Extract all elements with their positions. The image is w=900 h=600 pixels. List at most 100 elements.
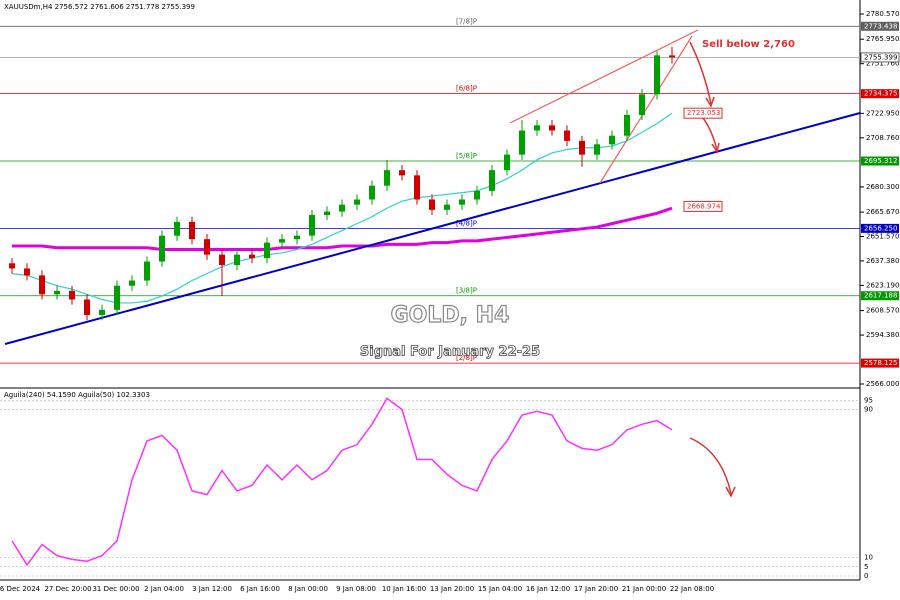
level-value: 2617.188 bbox=[864, 292, 897, 300]
level-name: [6/8]P bbox=[456, 85, 477, 93]
y-tick-label: 2708.760 bbox=[866, 134, 899, 142]
candle-body bbox=[249, 254, 255, 259]
y-tick-label: 2623.190 bbox=[866, 281, 899, 289]
x-tick-label: 21 Jan 00:00 bbox=[622, 585, 666, 593]
x-tick-label: 22 Jan 08:00 bbox=[670, 585, 714, 593]
level-box bbox=[861, 21, 899, 31]
candle-body bbox=[579, 140, 585, 155]
y-tick-label: 2637.380 bbox=[866, 257, 899, 265]
ma-fast bbox=[11, 112, 673, 304]
wedge-lower bbox=[599, 35, 693, 184]
candle-body bbox=[549, 125, 555, 131]
candle-body bbox=[144, 261, 150, 281]
y-tick-label: 2722.950 bbox=[866, 109, 899, 117]
indicator-tick-label: 90 bbox=[864, 406, 873, 414]
indicator-tick-label: 5 bbox=[864, 563, 868, 571]
candle-body bbox=[399, 170, 405, 176]
level-value: 2734.375 bbox=[864, 90, 897, 98]
y-tick-label: 2608.570 bbox=[866, 307, 899, 315]
arrow bbox=[689, 437, 732, 495]
x-tick-label: 27 Dec 20:00 bbox=[44, 585, 91, 593]
candle-body bbox=[189, 221, 195, 240]
candle-body bbox=[609, 135, 615, 145]
arrow-head bbox=[725, 486, 736, 498]
annotation: Sell below 2,760 bbox=[702, 39, 795, 50]
indicator-line bbox=[11, 397, 673, 567]
wedge-upper bbox=[509, 29, 699, 124]
candle-body bbox=[504, 154, 510, 171]
level-box bbox=[861, 291, 899, 301]
candle-body bbox=[369, 185, 375, 200]
candle-body bbox=[474, 190, 480, 200]
ma-slow bbox=[12, 206, 673, 251]
candle-body bbox=[669, 55, 675, 58]
x-tick-label: 8 Jan 00:00 bbox=[288, 585, 328, 593]
x-tick-label: 13 Jan 20:00 bbox=[430, 585, 474, 593]
candle-body bbox=[519, 130, 525, 155]
candle-body bbox=[384, 170, 390, 186]
y-tick-label: 2594.380 bbox=[866, 331, 899, 339]
candle-body bbox=[174, 221, 180, 236]
arrow-head bbox=[705, 96, 715, 108]
candle-body bbox=[39, 275, 45, 295]
arrow-head bbox=[711, 142, 720, 154]
candle-body bbox=[564, 130, 570, 141]
x-tick-label: 16 Jan 12:00 bbox=[526, 585, 570, 593]
candle-body bbox=[459, 199, 465, 205]
y-tick-label: 2665.670 bbox=[866, 208, 899, 216]
ma-slow-box bbox=[683, 200, 723, 212]
indicator-tick-label: 10 bbox=[864, 554, 873, 562]
candle-body bbox=[444, 204, 450, 210]
candle-body bbox=[114, 285, 120, 310]
level-value: 2656.250 bbox=[864, 224, 897, 232]
x-tick-label: 17 Jan 20:00 bbox=[574, 585, 618, 593]
level-name: [7/8]P bbox=[456, 17, 477, 25]
level-box bbox=[861, 223, 899, 233]
ma-fast-box bbox=[683, 107, 723, 119]
candle-body bbox=[534, 125, 540, 131]
indicator-tick-label: 95 bbox=[864, 396, 873, 404]
candle-body bbox=[159, 235, 165, 262]
candle-body bbox=[234, 254, 240, 266]
indicator-tick-label: 0 bbox=[864, 572, 868, 580]
level-value: 2695.312 bbox=[864, 157, 897, 165]
candle-body bbox=[69, 290, 75, 300]
y-tick-label: 2765.950 bbox=[866, 35, 899, 43]
candle-body bbox=[324, 211, 330, 216]
candle-body bbox=[624, 114, 630, 136]
candle-body bbox=[84, 299, 90, 316]
y-tick-label: 2751.760 bbox=[866, 60, 899, 68]
level-name: [5/8]P bbox=[456, 152, 477, 160]
candle-body bbox=[219, 254, 225, 266]
candle-body bbox=[24, 268, 30, 276]
level-box bbox=[861, 358, 899, 368]
y-tick-label: 2566.000 bbox=[866, 380, 899, 388]
candle-body bbox=[489, 170, 495, 191]
x-tick-label: 3 Jan 12:00 bbox=[192, 585, 232, 593]
ma-slow-label: 2668.974 bbox=[687, 202, 721, 210]
candle-body bbox=[309, 215, 315, 236]
candle-body bbox=[264, 242, 270, 259]
candle-body bbox=[279, 239, 285, 243]
candle-body bbox=[654, 55, 660, 95]
level-value: 2773.438 bbox=[864, 22, 897, 30]
x-tick-label: 15 Jan 04:00 bbox=[478, 585, 522, 593]
candle-body bbox=[414, 175, 420, 200]
candle-body bbox=[354, 199, 360, 205]
level-name: [2/8]P bbox=[456, 354, 477, 362]
y-tick-label: 2651.570 bbox=[866, 232, 899, 240]
x-tick-label: 10 Jan 16:00 bbox=[382, 585, 426, 593]
level-box bbox=[861, 89, 899, 99]
x-tick-label: 6 Jan 16:00 bbox=[240, 585, 280, 593]
ma-fast-label: 2723.053 bbox=[687, 109, 720, 117]
candle-body bbox=[9, 263, 15, 269]
candle-body bbox=[429, 199, 435, 210]
price-box bbox=[860, 52, 900, 63]
y-tick-label: 2780.570 bbox=[866, 10, 899, 18]
candle-body bbox=[129, 280, 135, 286]
indicator-header: Aguila(240) 54.1590 Aguila(50) 102.3303 bbox=[4, 391, 150, 399]
y-tick-label: 2680.300 bbox=[866, 183, 899, 191]
x-tick-label: 31 Dec 00:00 bbox=[92, 585, 139, 593]
chart-subtitle: Signal For January 22-25 bbox=[360, 345, 540, 360]
